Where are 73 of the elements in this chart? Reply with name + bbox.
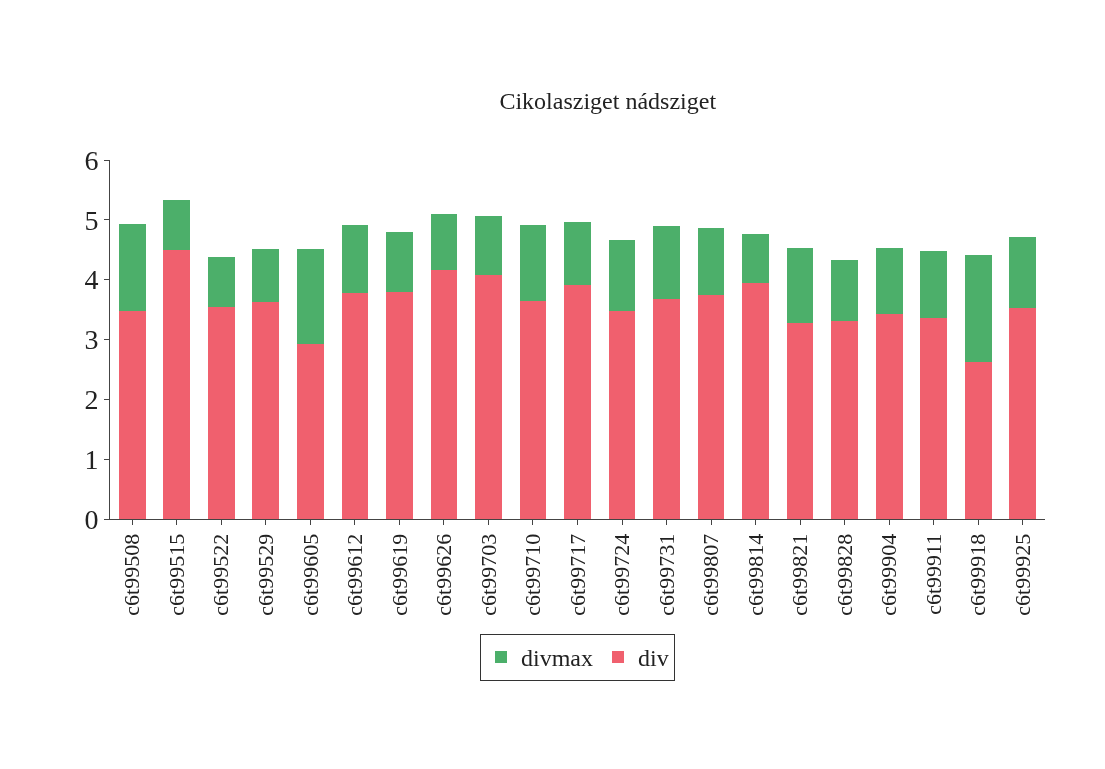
bar: [964, 362, 992, 519]
bar: [341, 225, 369, 293]
bar: [697, 295, 725, 519]
bar: [207, 256, 235, 307]
bar: [252, 248, 280, 303]
x-tick-label: c6t99529: [252, 533, 278, 616]
bar: [564, 221, 591, 286]
bar: [786, 322, 814, 519]
bar: [430, 270, 458, 519]
bar: [742, 234, 769, 283]
x-tick-label: c6t99626: [431, 533, 457, 616]
x-tick-label: c6t99515: [163, 533, 189, 616]
x-tick-label: c6t99814: [742, 533, 768, 616]
x-tick-label: c6t99925: [1009, 533, 1035, 616]
x-tick-label: c6t99710: [520, 533, 546, 616]
bar: [697, 228, 725, 296]
bar: [920, 317, 948, 519]
bar: [207, 306, 235, 519]
bar: [653, 225, 680, 300]
chart-title: Cikolasziget nádsziget: [499, 88, 717, 115]
x-tick-label: c6t99828: [831, 533, 857, 616]
legend-label: divmax: [521, 645, 593, 672]
bar: [1009, 237, 1037, 309]
x-tick-label: c6t99508: [119, 533, 145, 616]
bar: [564, 285, 591, 519]
x-tick-label: c6t99703: [475, 533, 501, 616]
bar: [163, 249, 191, 519]
x-tick-label: c6t99731: [653, 533, 679, 616]
bar: [964, 255, 992, 363]
bar: [252, 302, 280, 519]
y-tick-label: 3: [84, 324, 99, 356]
bar: [430, 213, 458, 271]
y-tick-label: 1: [84, 443, 99, 475]
x-tick-label: c6t99904: [876, 533, 902, 616]
y-tick-label: 5: [84, 204, 99, 236]
bar: [475, 215, 502, 276]
bar: [920, 250, 948, 318]
bar: [297, 248, 324, 344]
bar: [875, 247, 903, 314]
bar: [1009, 308, 1037, 519]
bar: [831, 259, 858, 321]
bar: [118, 311, 146, 519]
y-tick-label: 2: [84, 384, 99, 416]
x-tick-label: c6t99717: [564, 533, 590, 616]
bar: [386, 232, 413, 293]
bar: [653, 299, 680, 519]
bar: [341, 292, 369, 519]
bar: [475, 275, 502, 519]
y-tick-label: 0: [84, 503, 99, 535]
x-tick-label: c6t99619: [386, 533, 412, 616]
bar: [608, 240, 636, 312]
bar: [608, 311, 636, 519]
bar: [118, 224, 146, 312]
bar: [742, 282, 769, 519]
x-tick-label: c6t99522: [208, 533, 234, 616]
x-tick-label: c6t99605: [297, 533, 323, 616]
bar: [786, 247, 814, 323]
bar: [163, 200, 191, 250]
bar: [519, 301, 547, 519]
legend-label: div: [638, 645, 669, 672]
bar: [519, 225, 547, 302]
x-tick-label: c6t99807: [698, 533, 724, 616]
bar: [386, 292, 413, 519]
bar: [831, 320, 858, 519]
x-tick-label: c6t99918: [965, 533, 991, 616]
bar: [875, 313, 903, 519]
x-tick-label: c6t99821: [787, 533, 813, 616]
bar: [297, 343, 324, 519]
x-tick-label: c6t99911: [920, 533, 946, 615]
y-tick-label: 4: [84, 264, 99, 296]
x-tick-label: c6t99612: [342, 533, 368, 616]
x-tick-label: c6t99724: [609, 533, 635, 616]
y-tick-label: 6: [84, 144, 99, 176]
